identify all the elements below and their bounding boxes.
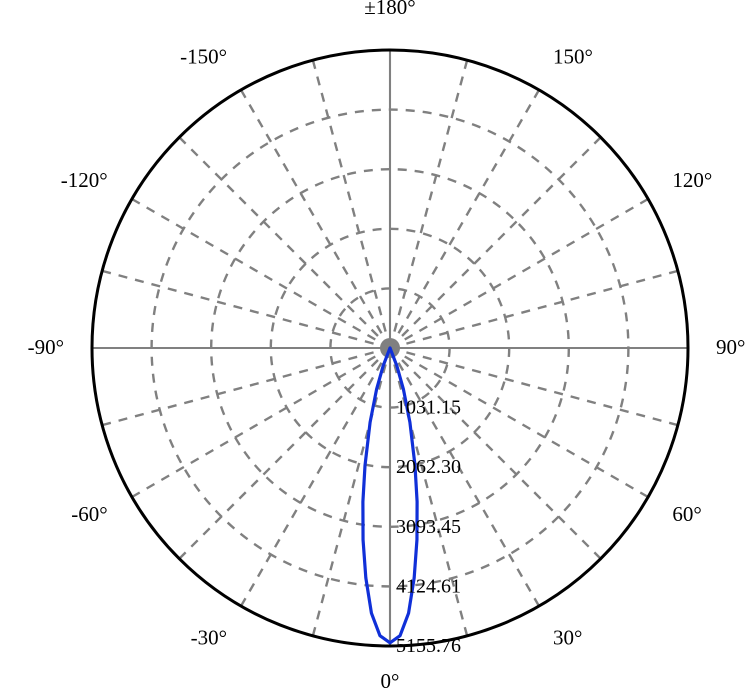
angle-label: 0°	[381, 669, 400, 693]
polar-chart: 1031.15 2062.30 3093.45 4124.61 5155.76 ±180°…	[0, 0, 756, 696]
angle-label: -90°	[28, 335, 64, 359]
angle-label: 90°	[716, 335, 745, 359]
angle-label: 120°	[672, 168, 712, 192]
radial-label: 1031.15	[396, 397, 461, 419]
angle-label: 60°	[672, 502, 701, 526]
angle-label: -120°	[61, 168, 108, 192]
angle-label: -150°	[180, 45, 227, 69]
angle-label: -30°	[191, 625, 227, 649]
radial-label: 5155.76	[396, 635, 461, 657]
angle-label: 150°	[553, 45, 593, 69]
angle-label: -60°	[71, 502, 107, 526]
angle-label: 30°	[553, 625, 582, 649]
radial-label: 3093.45	[396, 516, 461, 538]
radial-label: 2062.30	[396, 456, 461, 478]
angle-label: ±180°	[364, 0, 415, 19]
radial-label: 4124.61	[396, 575, 461, 597]
